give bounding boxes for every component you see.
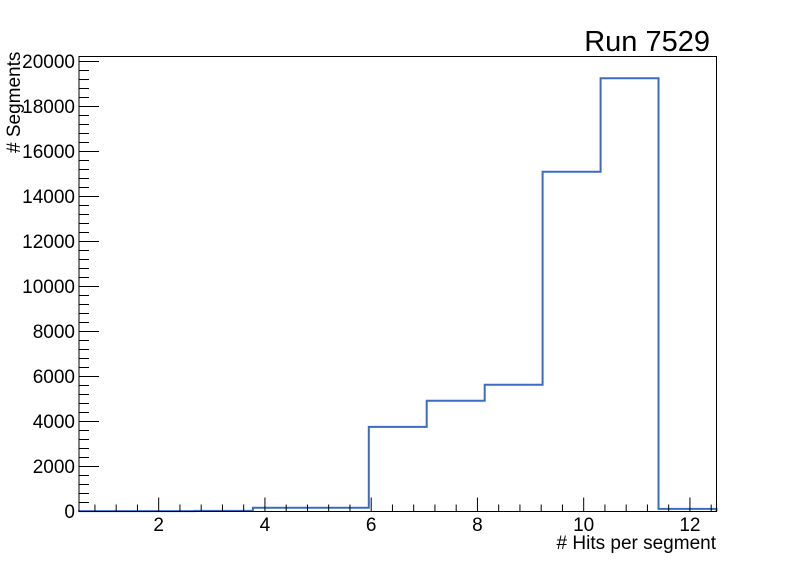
x-tick-label: 4 — [260, 515, 271, 536]
plot-frame — [78, 56, 717, 512]
y-tick-label: 20000 — [22, 52, 75, 73]
y-tick-label: 2000 — [33, 457, 75, 478]
histogram-layer — [78, 77, 718, 513]
y-tick-label: 14000 — [22, 187, 75, 208]
y-tick-label: 0 — [64, 502, 75, 523]
y-tick-label: 18000 — [22, 97, 75, 118]
y-axis-title: # Segments — [4, 52, 25, 153]
y-tick-label: 10000 — [22, 277, 75, 298]
histogram-line — [78, 77, 718, 513]
x-tick-label: 8 — [472, 515, 483, 536]
y-tick-label: 8000 — [33, 322, 75, 343]
axes-layer: 2 4 6 8 10 12 0 2000 4000 6000 8000 10000 12000 14000… — [22, 52, 717, 536]
x-tick-label: 12 — [679, 515, 700, 536]
y-tick-label: 6000 — [33, 367, 75, 388]
y-tick-label: 4000 — [33, 412, 75, 433]
x-tick-label: 6 — [366, 515, 377, 536]
y-tick-label: 16000 — [22, 142, 75, 163]
y-tick-label: 12000 — [22, 232, 75, 253]
x-tick-label: 10 — [573, 515, 594, 536]
chart-title: Run 7529 — [584, 26, 710, 58]
x-tick-label: 2 — [153, 515, 164, 536]
x-axis-title: # Hits per segment — [557, 533, 717, 554]
